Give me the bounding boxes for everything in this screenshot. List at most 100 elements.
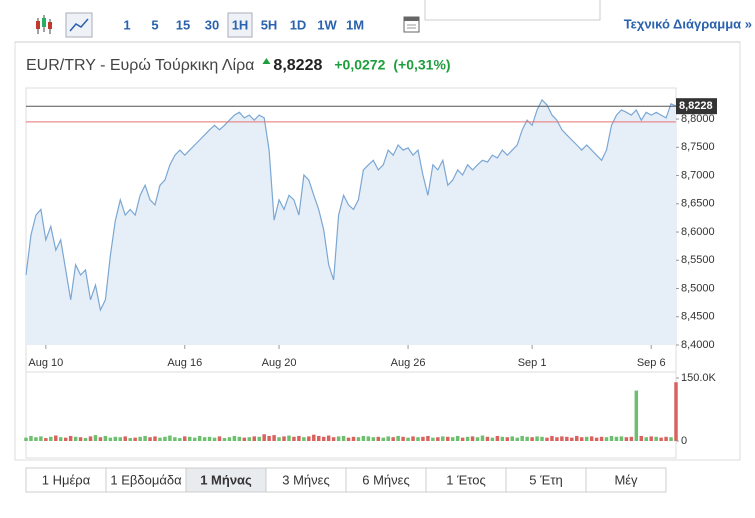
x-tick-label: Aug 20 — [262, 357, 297, 369]
interval-button[interactable]: 5H — [261, 17, 278, 32]
volume-bar — [29, 435, 33, 441]
volume-bar — [460, 437, 465, 441]
volume-bar — [138, 436, 142, 441]
interval-button[interactable]: 1H — [232, 17, 249, 32]
volume-bar — [341, 435, 346, 441]
volume-bar — [674, 382, 678, 441]
range-button[interactable]: 1 Ημέρα — [42, 472, 91, 487]
interval-button[interactable]: 1D — [290, 17, 307, 32]
volume-bar — [406, 437, 410, 441]
volume-bar — [614, 436, 619, 441]
volume-bar — [217, 436, 222, 441]
range-button-bg[interactable] — [505, 467, 587, 493]
line-icon[interactable] — [65, 12, 93, 38]
volume-bar — [540, 436, 544, 441]
volume-bar — [664, 436, 668, 441]
interval-button[interactable]: 5 — [151, 17, 158, 32]
range-button-bg[interactable] — [105, 467, 187, 493]
volume-bar — [331, 437, 336, 441]
interval-button[interactable]: 30 — [205, 17, 219, 32]
volume-bar — [103, 435, 108, 441]
volume-bar — [54, 435, 58, 441]
volume-bar — [530, 437, 534, 441]
volume-bar — [49, 436, 53, 441]
volume-bar — [356, 437, 361, 441]
volume-bar — [575, 435, 579, 441]
range-button[interactable]: 1 Εβδομάδα — [110, 472, 182, 487]
volume-bar — [426, 435, 430, 441]
interval-button[interactable]: 15 — [176, 17, 190, 32]
volume-bar — [431, 437, 435, 441]
volume-bar — [143, 435, 147, 441]
volume-bar — [178, 438, 182, 441]
volume-bar — [267, 435, 271, 441]
volume-bar — [475, 437, 480, 441]
x-tick-label: Aug 10 — [28, 357, 63, 369]
calendar-icon[interactable] — [403, 16, 420, 33]
volume-bar — [307, 436, 311, 441]
price: 8,8228 — [273, 57, 322, 74]
volume-bar — [282, 436, 286, 441]
price-line — [25, 98, 677, 312]
volume-bar — [361, 435, 366, 441]
volume-bar — [83, 438, 88, 441]
range-button[interactable]: 3 Μήνες — [282, 472, 329, 487]
last-price-box — [676, 98, 717, 115]
volume-bar — [252, 436, 256, 441]
volume-bar — [376, 436, 381, 441]
volume-bar — [570, 437, 574, 441]
volume-bar — [381, 437, 385, 441]
interval-button[interactable]: 1M — [346, 17, 364, 32]
interval-button[interactable]: 1 — [123, 17, 130, 32]
volume-bar — [123, 436, 127, 441]
volume-bar — [649, 436, 653, 441]
volume-bar — [346, 437, 351, 441]
volume-bar — [500, 436, 505, 441]
price-area — [26, 99, 676, 346]
chart-link[interactable]: Τεχνικό Διάγραμμα » — [624, 16, 752, 31]
volume-bar — [34, 437, 38, 441]
range-button-bg[interactable] — [25, 467, 107, 493]
volume-bar — [272, 435, 276, 441]
volume-bar — [396, 435, 400, 441]
range-button-bg[interactable] — [185, 467, 267, 493]
volume-bar — [222, 438, 227, 441]
interval-button[interactable]: 1W — [317, 17, 337, 32]
volume-bar — [242, 437, 247, 441]
volume-bar — [232, 435, 237, 441]
volume-bar — [68, 435, 73, 441]
y-tick-label: 8,8000 — [681, 113, 715, 125]
range-button[interactable]: 6 Μήνες — [362, 472, 409, 487]
up-arrow — [262, 58, 271, 64]
volume-bar — [485, 436, 490, 441]
volume-bar — [436, 437, 440, 441]
volume-bar — [168, 435, 172, 441]
change-percent: (+0,31%) — [393, 57, 450, 73]
range-button[interactable]: 1 Μήνας — [200, 472, 252, 487]
range-button-bg[interactable] — [425, 467, 507, 493]
volume-bar — [58, 437, 63, 441]
volume-bar — [490, 437, 495, 441]
range-button-bg[interactable] — [585, 467, 667, 493]
range-button[interactable]: Μέγ — [614, 472, 638, 487]
volume-bar — [326, 435, 331, 441]
volume-bar — [262, 434, 266, 441]
volume-bar — [555, 437, 559, 441]
volume-bar — [450, 437, 455, 441]
range-button[interactable]: 5 Έτη — [529, 472, 562, 487]
volume-bar — [619, 436, 624, 441]
volume-bar — [644, 437, 648, 441]
candle-icon[interactable] — [36, 15, 52, 34]
volume-bar — [188, 436, 192, 441]
volume-bar — [287, 435, 291, 441]
y-tick-label: 8,7000 — [681, 169, 715, 181]
range-button-bg[interactable] — [345, 467, 427, 493]
volume-bar — [416, 437, 420, 441]
change: +0,0272 — [334, 57, 385, 73]
volume-bar — [659, 437, 663, 441]
volume-bar — [118, 437, 123, 441]
x-tick-label: Sep 1 — [518, 357, 547, 369]
y-tick-label: 8,5500 — [681, 254, 715, 266]
range-button[interactable]: 1 Έτος — [446, 472, 485, 487]
